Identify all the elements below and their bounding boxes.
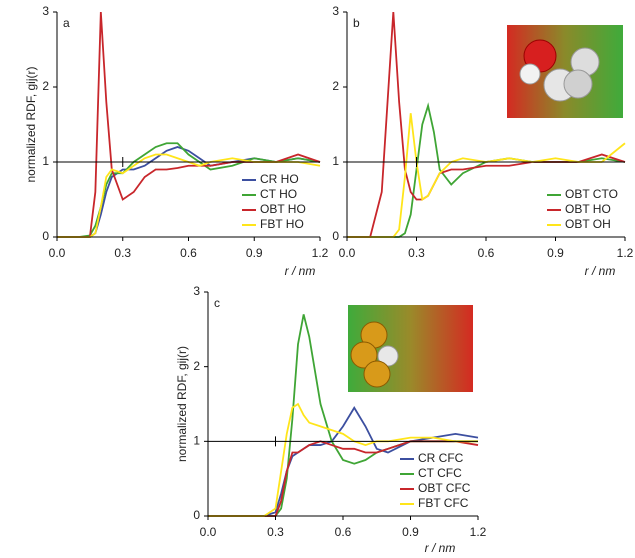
panel-label: a: [63, 16, 70, 30]
y-tick-label: 2: [193, 359, 200, 373]
x-tick-label: 0.3: [408, 246, 425, 260]
y-axis-label: normalized RDF, gij(r): [24, 66, 38, 182]
legend-label: OBT CTO: [565, 187, 618, 201]
legend-label: OBT CFC: [418, 481, 471, 495]
y-tick-label: 0: [193, 508, 200, 522]
y-tick-label: 3: [193, 284, 200, 298]
y-tick-label: 3: [332, 4, 339, 18]
panel-label: c: [214, 296, 220, 310]
legend-label: OBT HO: [260, 202, 306, 216]
series-line: [208, 440, 479, 517]
x-tick-label: 0.6: [180, 246, 197, 260]
x-tick-label: 1.2: [470, 525, 487, 539]
legend-label: FBT CFC: [418, 496, 469, 510]
legend-label: FBT HO: [260, 217, 304, 231]
panel-label: b: [353, 16, 360, 30]
x-tick-label: 0.9: [246, 246, 263, 260]
x-tick-label: 1.2: [312, 246, 329, 260]
x-tick-label: 0.6: [335, 525, 352, 539]
x-axis-label: r / nm: [285, 264, 316, 278]
inset-molecule-c: [348, 305, 473, 392]
legend-label: CR HO: [260, 172, 299, 186]
y-tick-label: 3: [42, 4, 49, 18]
legend-label: OBT HO: [565, 202, 611, 216]
legend-label: OBT OH: [565, 217, 611, 231]
y-tick-label: 0: [42, 229, 49, 243]
legend-label: CT CFC: [418, 466, 462, 480]
y-tick-label: 0: [332, 229, 339, 243]
y-tick-label: 1: [332, 154, 339, 168]
legend-label: CR CFC: [418, 451, 464, 465]
x-tick-label: 0.0: [339, 246, 356, 260]
x-tick-label: 0.9: [547, 246, 564, 260]
y-tick-label: 1: [193, 434, 200, 448]
x-tick-label: 0.9: [402, 525, 419, 539]
x-tick-label: 0.0: [49, 246, 66, 260]
series-line: [208, 402, 478, 517]
y-tick-label: 1: [42, 154, 49, 168]
y-axis-label: normalized RDF, gij(r): [175, 346, 189, 462]
x-tick-label: 0.0: [200, 525, 217, 539]
x-tick-label: 0.3: [267, 525, 284, 539]
series-line: [57, 153, 321, 238]
y-tick-label: 2: [42, 79, 49, 93]
y-tick-label: 2: [332, 79, 339, 93]
series-line: [347, 113, 626, 238]
x-axis-label: r / nm: [585, 264, 616, 278]
inset-molecule-b: [507, 25, 623, 118]
x-tick-label: 1.2: [617, 246, 634, 260]
x-axis-label: r / nm: [425, 541, 456, 555]
x-tick-label: 0.6: [478, 246, 495, 260]
x-tick-label: 0.3: [114, 246, 131, 260]
panel: 0 1 2 3 0.0 0.3 0.6 0.9 1.2 a r / nm normalized RDF…: [24, 4, 328, 278]
legend-label: CT HO: [260, 187, 297, 201]
panel: 0 1 2 3 0.0 0.3 0.6 0.9 1.2 c r / nm normalized RDF…: [175, 284, 486, 555]
